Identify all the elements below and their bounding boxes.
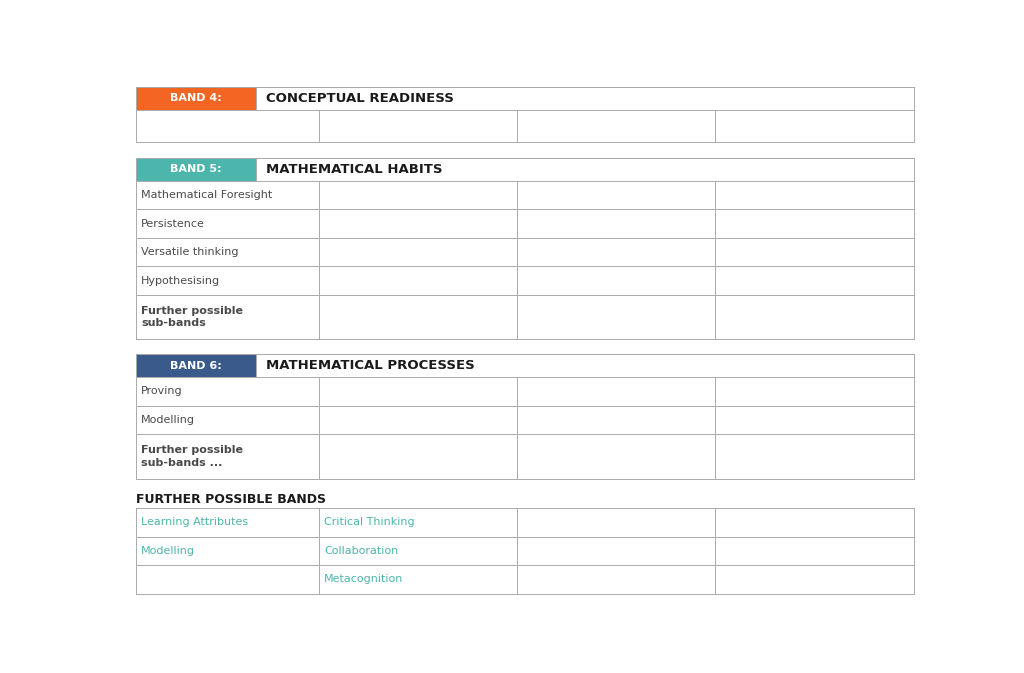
Bar <box>136 377 913 406</box>
Bar <box>136 157 256 181</box>
Bar <box>136 87 913 110</box>
Bar <box>136 87 256 110</box>
Bar <box>256 354 913 377</box>
Bar <box>136 181 913 209</box>
Bar <box>136 110 913 143</box>
Bar <box>136 536 913 565</box>
Text: BAND 4:: BAND 4: <box>170 94 222 104</box>
Text: Metacognition: Metacognition <box>325 574 403 584</box>
Text: Persistence: Persistence <box>141 219 205 229</box>
Text: BAND 6:: BAND 6: <box>170 361 222 371</box>
Text: MATHEMATICAL PROCESSES: MATHEMATICAL PROCESSES <box>266 359 475 372</box>
Text: Further possible
sub-bands: Further possible sub-bands <box>141 306 244 328</box>
Bar <box>256 157 913 181</box>
Bar <box>136 354 913 377</box>
Bar <box>136 565 913 594</box>
Bar <box>136 295 913 339</box>
Text: CONCEPTUAL READINESS: CONCEPTUAL READINESS <box>266 92 454 105</box>
Bar <box>136 406 913 434</box>
Text: Proving: Proving <box>141 386 183 396</box>
Text: Critical Thinking: Critical Thinking <box>325 518 415 528</box>
Text: Learning Attributes: Learning Attributes <box>141 518 249 528</box>
Text: Hypothesising: Hypothesising <box>141 275 220 285</box>
Bar <box>256 87 913 110</box>
Text: Modelling: Modelling <box>141 546 196 556</box>
Text: BAND 5:: BAND 5: <box>170 164 222 174</box>
Bar <box>136 354 256 377</box>
Bar <box>136 157 913 181</box>
Text: Further possible
sub-bands ...: Further possible sub-bands ... <box>141 446 244 468</box>
Text: Collaboration: Collaboration <box>325 546 398 556</box>
Text: MATHEMATICAL HABITS: MATHEMATICAL HABITS <box>266 163 442 176</box>
Text: Versatile thinking: Versatile thinking <box>141 247 239 257</box>
Bar <box>136 508 913 536</box>
Text: FURTHER POSSIBLE BANDS: FURTHER POSSIBLE BANDS <box>136 493 326 505</box>
Bar <box>136 238 913 267</box>
Bar <box>136 209 913 238</box>
Bar <box>136 434 913 479</box>
Bar <box>136 267 913 295</box>
Text: Mathematical Foresight: Mathematical Foresight <box>141 190 272 200</box>
Text: Modelling: Modelling <box>141 415 196 425</box>
